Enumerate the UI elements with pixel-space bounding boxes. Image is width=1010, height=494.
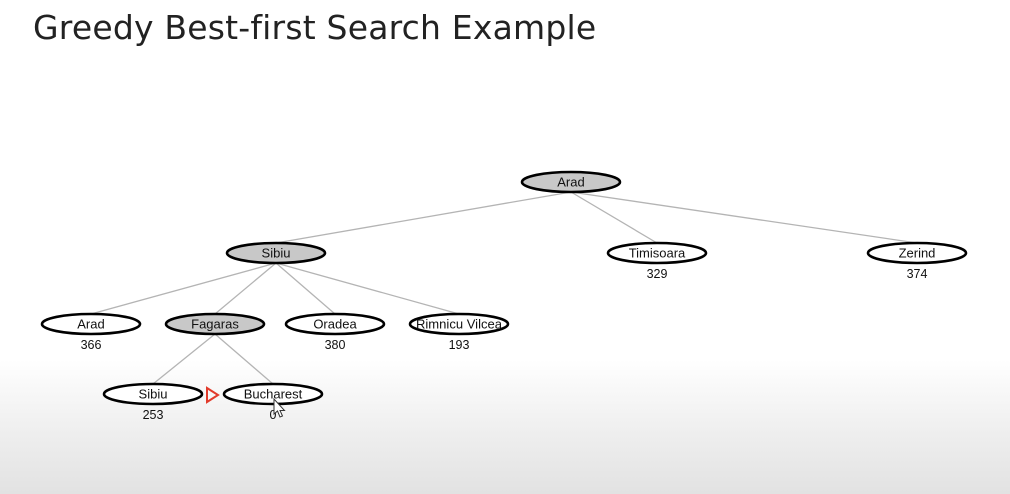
node-ellipse-arad-root xyxy=(520,170,622,194)
mouse-cursor-icon xyxy=(273,397,286,418)
node-ellipse-zerind xyxy=(866,241,968,265)
tree-node-zerind: Zerind 374 xyxy=(866,241,968,281)
node-ellipse-sibiu-2 xyxy=(102,382,204,406)
heuristic-value-timisoara: 329 xyxy=(647,267,668,281)
tree-edge-sibiu-to-oradea xyxy=(275,262,336,315)
tree-edges xyxy=(90,191,918,385)
tree-node-fagaras: Fagaras xyxy=(164,312,266,336)
node-label-arad: Arad xyxy=(77,317,104,332)
node-label-bucharest: Bucharest xyxy=(244,387,303,402)
tree-edge-arad-root-to-sibiu xyxy=(275,191,572,244)
tree-node-rimnicu-vilcea: Rimnicu Vilcea 193 xyxy=(408,312,510,352)
tree-node-arad: Arad 366 xyxy=(40,312,142,352)
node-label-fagaras: Fagaras xyxy=(191,317,239,332)
node-label-zerind: Zerind xyxy=(899,246,936,261)
heuristic-value-zerind: 374 xyxy=(907,267,928,281)
tree-edge-fagaras-to-bucharest xyxy=(214,333,274,385)
node-label-sibiu-2: Sibiu xyxy=(139,387,168,402)
node-ellipse-timisoara xyxy=(606,241,708,265)
heuristic-value-rimnicu-vilcea: 193 xyxy=(449,338,470,352)
tree-node-timisoara: Timisoara 329 xyxy=(606,241,708,281)
node-ellipse-arad xyxy=(40,312,142,336)
red-triangle-pointer-icon xyxy=(206,386,220,404)
node-ellipse-fagaras xyxy=(164,312,266,336)
node-label-sibiu: Sibiu xyxy=(262,246,291,261)
node-ellipse-sibiu xyxy=(225,241,327,265)
tree-node-sibiu-2: Sibiu 253 xyxy=(102,382,204,422)
tree-edge-sibiu-to-rimnicu-vilcea xyxy=(275,262,460,315)
tree-edge-sibiu-to-arad xyxy=(90,262,277,315)
tree-edge-sibiu-to-fagaras xyxy=(214,262,277,315)
tree-node-sibiu: Sibiu xyxy=(225,241,327,265)
heuristic-value-arad: 366 xyxy=(81,338,102,352)
tree-nodes: Arad Sibiu Timisoara 329 Zerind 374 Arad 366 Fag… xyxy=(40,170,968,422)
tree-node-bucharest: Bucharest 0 xyxy=(222,382,324,422)
node-label-rimnicu-vilcea: Rimnicu Vilcea xyxy=(416,317,503,332)
heuristic-value-bucharest: 0 xyxy=(270,408,277,422)
node-label-oradea: Oradea xyxy=(313,317,357,332)
tree-edge-arad-root-to-zerind xyxy=(570,191,918,244)
heuristic-value-sibiu-2: 253 xyxy=(143,408,164,422)
tree-edge-arad-root-to-timisoara xyxy=(570,191,658,244)
tree-edge-fagaras-to-sibiu-2 xyxy=(152,333,216,385)
slide-title: Greedy Best-first Search Example xyxy=(33,8,597,47)
heuristic-value-oradea: 380 xyxy=(325,338,346,352)
node-label-timisoara: Timisoara xyxy=(629,246,686,261)
node-ellipse-oradea xyxy=(284,312,386,336)
node-label-arad-root: Arad xyxy=(557,175,584,190)
tree-node-arad-root: Arad xyxy=(520,170,622,194)
node-ellipse-rimnicu-vilcea xyxy=(408,312,510,336)
tree-node-oradea: Oradea 380 xyxy=(284,312,386,352)
node-ellipse-bucharest xyxy=(222,382,324,406)
